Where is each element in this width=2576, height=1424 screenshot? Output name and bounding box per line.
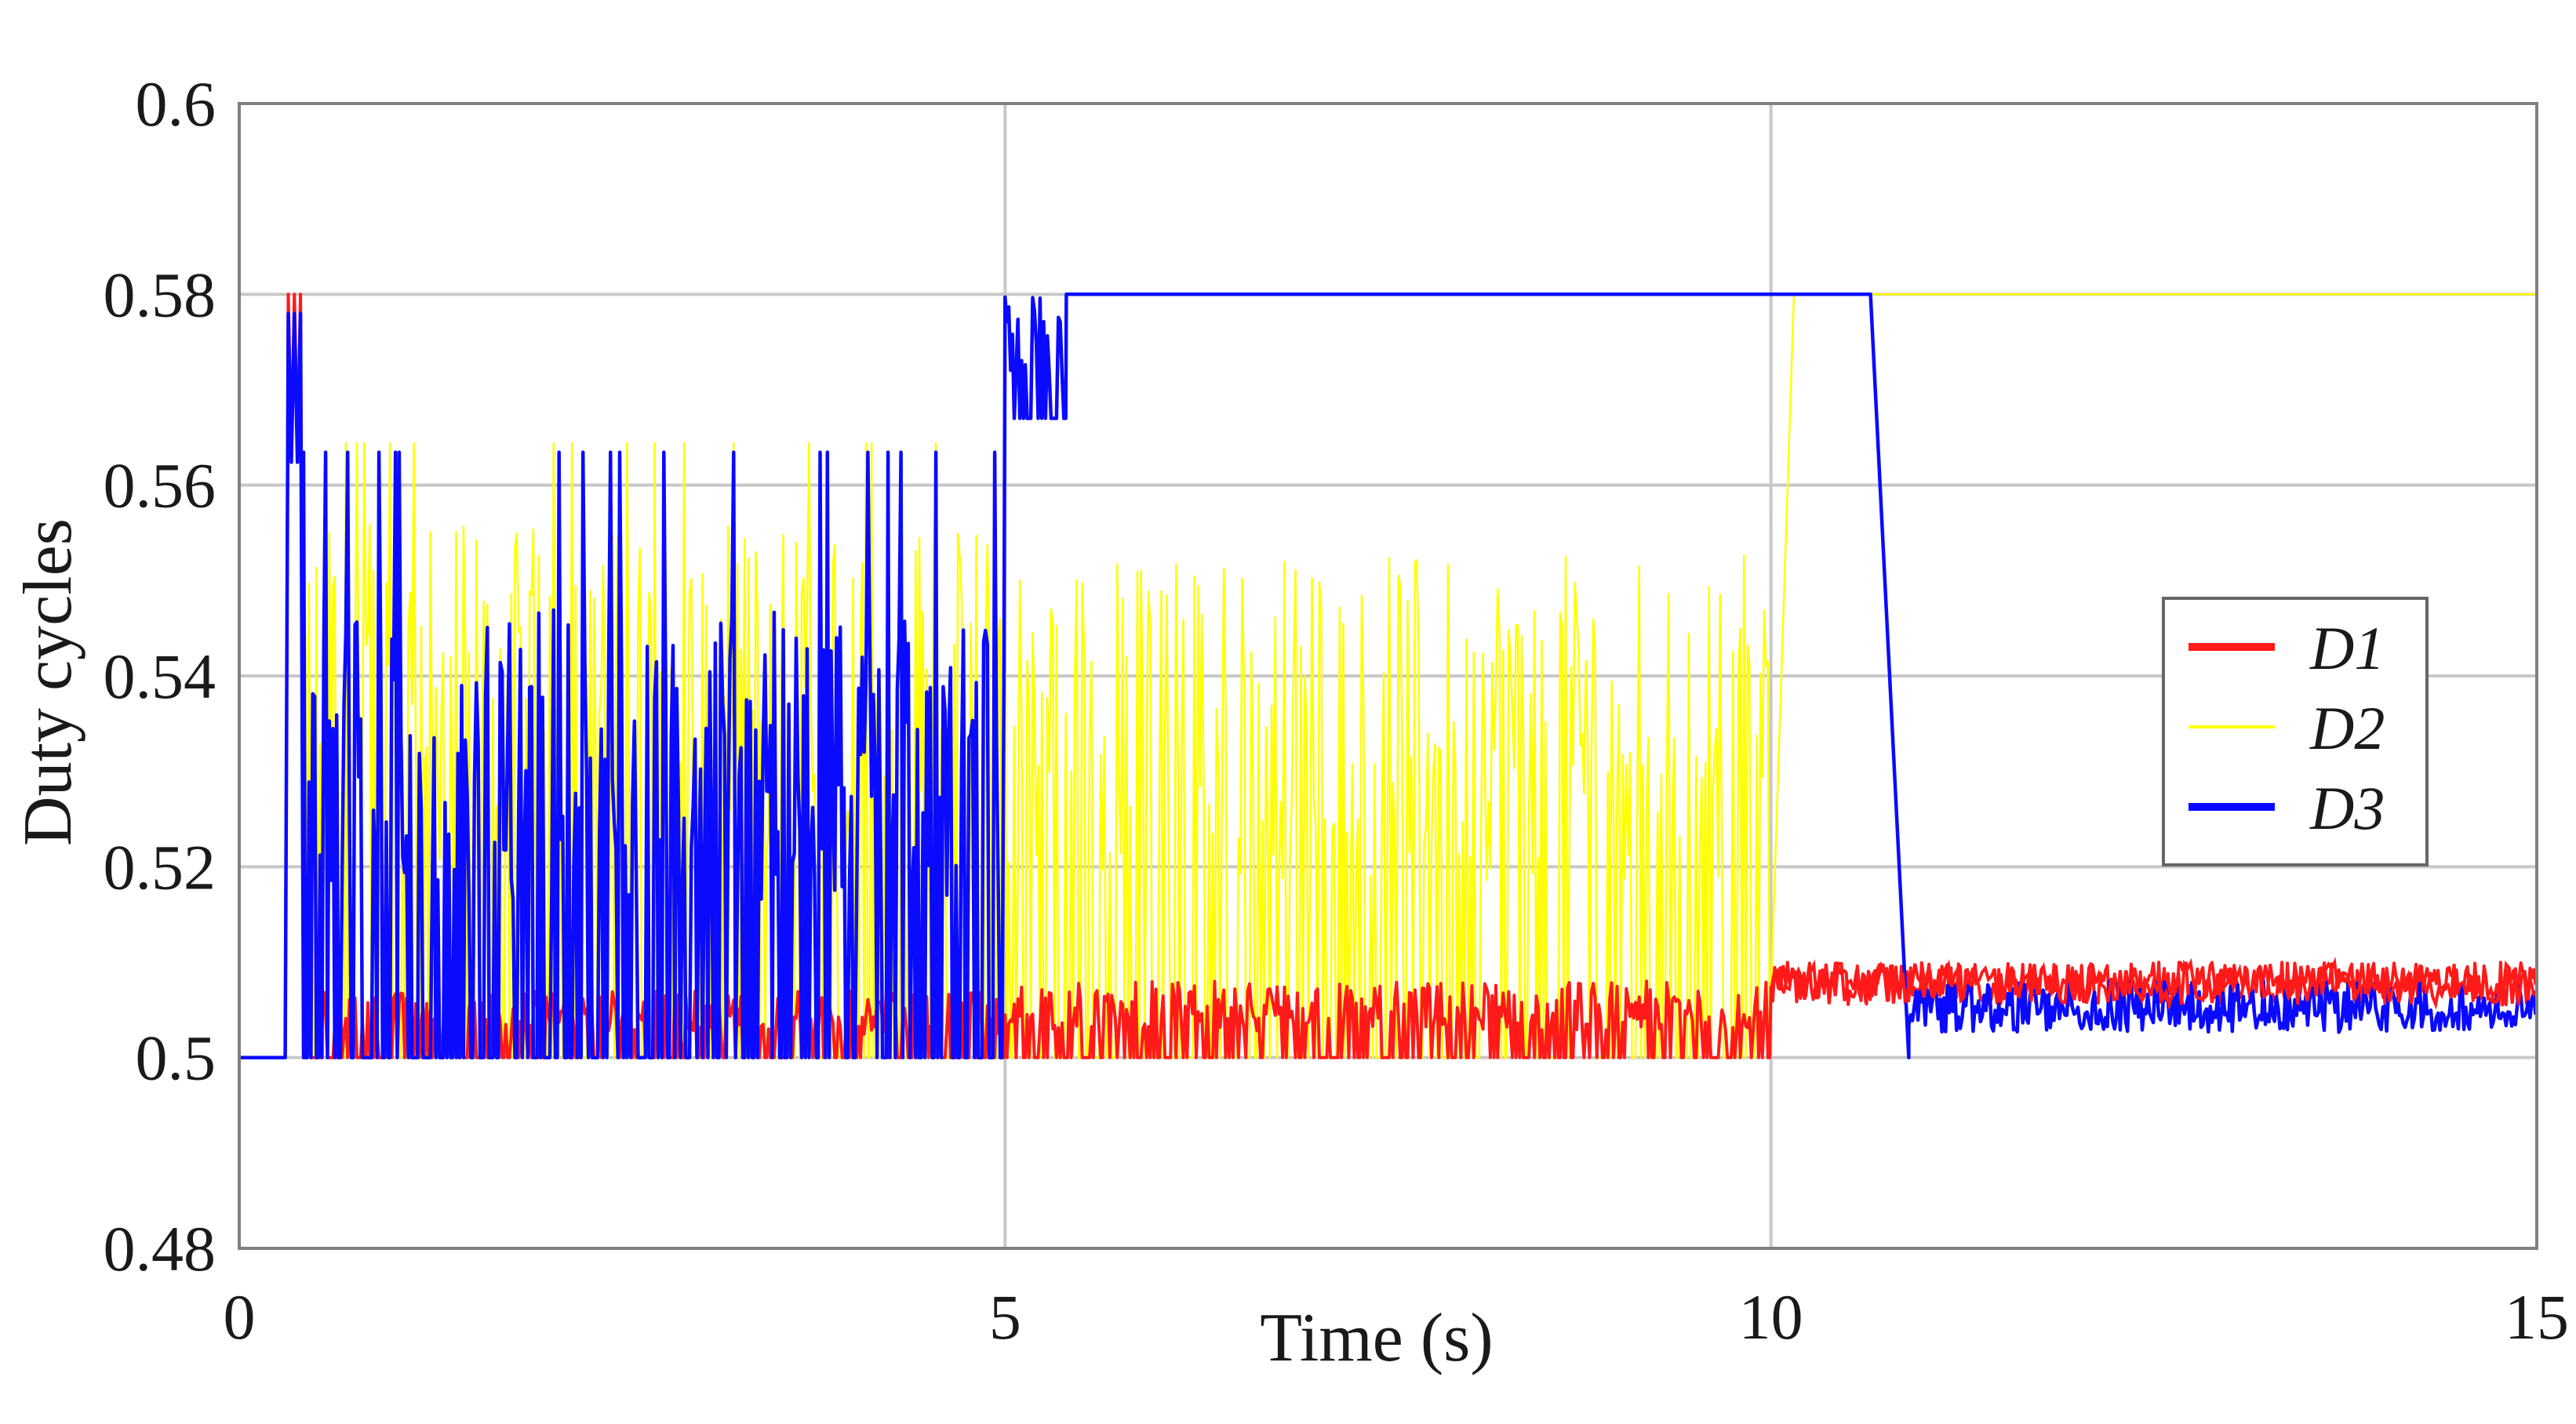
y-tick-label: 0.54 bbox=[104, 641, 216, 712]
y-tick-label: 0.6 bbox=[136, 68, 216, 140]
legend-label-d1: D1 bbox=[2309, 614, 2385, 682]
x-tick-label: 5 bbox=[989, 1281, 1021, 1353]
tick-labels: 0.48 0.5 0.52 0.54 0.56 0.58 0.6 0 5 10 15 bbox=[104, 68, 2570, 1353]
y-tick-label: 0.56 bbox=[104, 450, 216, 521]
y-axis-label: Duty cycles bbox=[10, 518, 86, 846]
legend-box bbox=[2162, 597, 2429, 866]
y-tick-label: 0.5 bbox=[136, 1023, 216, 1094]
x-axis-label: Time (s) bbox=[1260, 1300, 1493, 1376]
series-d3-line bbox=[239, 292, 2538, 1059]
x-tick-label: 10 bbox=[1739, 1281, 1803, 1353]
series-layer bbox=[239, 292, 2538, 1059]
y-tick-label: 0.58 bbox=[104, 259, 216, 330]
plot-frame bbox=[238, 102, 2538, 1250]
series-d2-line bbox=[302, 293, 2537, 1059]
series-d1-upper-line bbox=[1769, 957, 2538, 1012]
legend-label-d2: D2 bbox=[2309, 694, 2385, 762]
y-tick-label: 0.48 bbox=[104, 1213, 216, 1284]
legend-label-d3: D3 bbox=[2309, 774, 2385, 842]
y-tick-label: 0.52 bbox=[104, 831, 216, 903]
x-tick-label: 15 bbox=[2505, 1281, 2569, 1353]
legend: D1 D2 D3 bbox=[2162, 597, 2429, 866]
x-tick-label: 0 bbox=[224, 1281, 256, 1353]
